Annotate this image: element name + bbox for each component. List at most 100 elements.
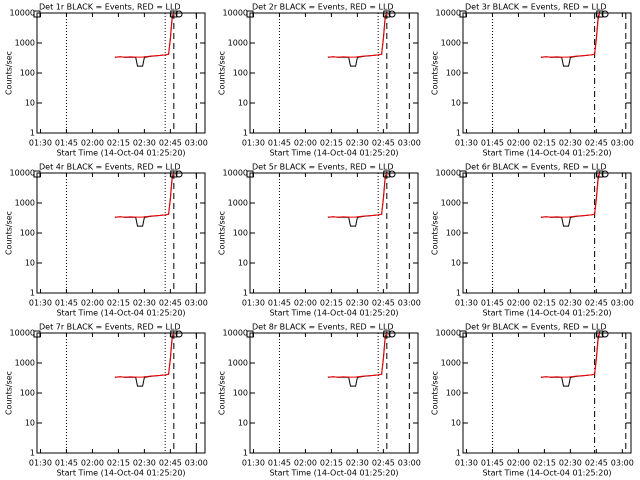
x-tick-label: 02:15 [533, 459, 556, 468]
y-tick-label: 1 [456, 289, 461, 298]
x-tick-label: 03:00 [398, 139, 421, 148]
x-tick-label: 02:15 [320, 139, 343, 148]
y-tick-label: 1000 [228, 199, 248, 208]
series-line [327, 332, 388, 378]
y-tick-label: 10000 [10, 9, 35, 18]
x-tick-label: 01:30 [29, 299, 52, 308]
x-tick-label: 02:45 [372, 299, 395, 308]
y-axis-title: Counts/sec [218, 51, 227, 95]
x-tick-label: 02:00 [294, 299, 317, 308]
x-tick-label: 01:30 [455, 299, 478, 308]
x-axis-title: Start Time (14-Oct-04 01:25:20) [482, 149, 611, 158]
symbol [388, 170, 396, 178]
series-line [540, 12, 601, 58]
series-line [327, 172, 388, 218]
plot-frame [36, 12, 206, 134]
chart-title: Det 4r BLACK = Events, RED = LLD [39, 163, 181, 172]
symbol [596, 330, 604, 338]
y-tick-label: 1000 [228, 39, 248, 48]
y-tick-label: 1 [30, 449, 35, 458]
symbol [33, 170, 41, 178]
x-tick-label: 01:45 [268, 139, 291, 148]
plot-frame [462, 172, 632, 294]
symbol [170, 330, 178, 338]
x-tick-label: 02:30 [559, 139, 582, 148]
symbol [175, 170, 183, 178]
y-axis-title: Counts/sec [218, 211, 227, 255]
symbol [175, 330, 183, 338]
y-tick-label: 10 [238, 419, 248, 428]
x-tick-label: 02:15 [107, 139, 130, 148]
plot-frame [249, 172, 419, 294]
plot-frame [249, 12, 419, 134]
x-tick-label: 01:45 [55, 299, 78, 308]
x-tick-label: 01:30 [242, 139, 265, 148]
y-axis-title: Counts/sec [431, 211, 440, 255]
y-tick-label: 100 [233, 229, 248, 238]
y-tick-label: 100 [233, 69, 248, 78]
chart-title: Det 1r BLACK = Events, RED = LLD [39, 3, 181, 12]
y-axis-title: Counts/sec [218, 371, 227, 415]
symbol [388, 10, 396, 18]
y-tick-label: 10 [451, 259, 461, 268]
x-axis-title: Start Time (14-Oct-04 01:25:20) [56, 469, 185, 478]
x-tick-label: 02:00 [81, 459, 104, 468]
y-tick-label: 1000 [441, 199, 461, 208]
x-axis-title: Start Time (14-Oct-04 01:25:20) [482, 469, 611, 478]
y-tick-label: 1 [243, 129, 248, 138]
y-tick-label: 1000 [15, 359, 35, 368]
x-tick-label: 02:45 [159, 299, 182, 308]
y-tick-label: 10 [25, 419, 35, 428]
series-line [114, 12, 175, 58]
y-tick-label: 10000 [436, 169, 461, 178]
y-tick-label: 10 [238, 99, 248, 108]
y-tick-label: 1 [30, 129, 35, 138]
x-tick-label: 03:00 [611, 139, 634, 148]
x-tick-label: 02:30 [133, 459, 156, 468]
y-tick-label: 1 [243, 289, 248, 298]
y-tick-label: 100 [446, 229, 461, 238]
x-tick-label: 02:15 [533, 299, 556, 308]
y-tick-label: 100 [446, 69, 461, 78]
x-tick-label: 01:30 [242, 299, 265, 308]
symbol [601, 10, 609, 18]
x-tick-label: 02:30 [559, 299, 582, 308]
x-tick-label: 02:45 [159, 139, 182, 148]
y-tick-label: 10 [451, 419, 461, 428]
symbol [601, 170, 609, 178]
x-axis-title: Start Time (14-Oct-04 01:25:20) [269, 309, 398, 318]
y-tick-label: 10000 [223, 9, 248, 18]
x-tick-label: 02:30 [133, 299, 156, 308]
y-tick-label: 100 [20, 389, 35, 398]
x-tick-label: 01:30 [455, 139, 478, 148]
x-tick-label: 03:00 [611, 299, 634, 308]
y-axis-title: Counts/sec [5, 211, 14, 255]
y-tick-label: 10000 [436, 9, 461, 18]
y-tick-label: 1000 [441, 359, 461, 368]
y-tick-label: 100 [446, 389, 461, 398]
series-line [540, 332, 601, 378]
series-line [540, 171, 601, 227]
y-tick-label: 1000 [441, 39, 461, 48]
x-tick-label: 02:15 [533, 139, 556, 148]
x-tick-label: 02:00 [81, 299, 104, 308]
chart-title: Det 7r BLACK = Events, RED = LLD [39, 323, 181, 332]
plot-frame [36, 332, 206, 454]
y-tick-label: 10 [238, 259, 248, 268]
symbol [383, 330, 391, 338]
y-tick-label: 10000 [10, 329, 35, 338]
x-tick-label: 03:00 [398, 459, 421, 468]
x-axis-title: Start Time (14-Oct-04 01:25:20) [56, 149, 185, 158]
x-tick-label: 01:30 [29, 459, 52, 468]
y-tick-label: 1 [456, 449, 461, 458]
plot-frame [36, 172, 206, 294]
symbol [459, 330, 467, 338]
x-axis-title: Start Time (14-Oct-04 01:25:20) [56, 309, 185, 318]
x-tick-label: 03:00 [398, 299, 421, 308]
symbol [170, 170, 178, 178]
y-tick-label: 1000 [228, 359, 248, 368]
x-axis-title: Start Time (14-Oct-04 01:25:20) [269, 149, 398, 158]
symbol [459, 170, 467, 178]
series-line [540, 11, 601, 67]
y-tick-label: 100 [20, 69, 35, 78]
